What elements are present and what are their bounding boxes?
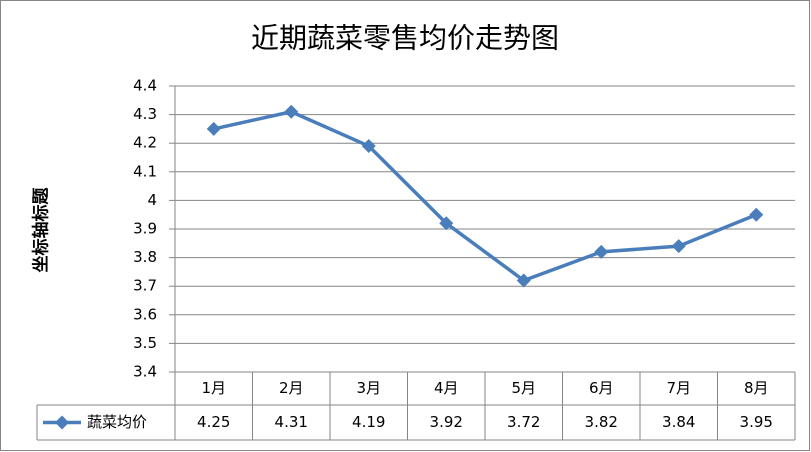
table-value: 3.92: [430, 413, 463, 431]
data-point: [516, 273, 531, 288]
x-tick-label: 7月: [666, 379, 691, 397]
x-tick-label: 5月: [511, 379, 536, 397]
y-tick-label: 3.7: [133, 277, 157, 295]
x-tick-label: 6月: [589, 379, 614, 397]
y-tick-label: 3.5: [133, 334, 157, 352]
x-tick-label: 4月: [434, 379, 459, 397]
data-point: [594, 244, 609, 259]
data-point: [671, 239, 686, 254]
table-value: 4.19: [352, 413, 385, 431]
x-tick-label: 8月: [744, 379, 769, 397]
data-point: [361, 139, 376, 154]
data-point: [749, 207, 764, 222]
table-value: 3.82: [585, 413, 618, 431]
y-tick-label: 3.8: [133, 248, 157, 266]
y-tick-label: 4.3: [133, 105, 157, 123]
data-point: [439, 216, 454, 231]
data-point: [206, 121, 221, 136]
chart-title: 近期蔬菜零售均价走势图: [251, 22, 559, 55]
legend-marker: [55, 415, 69, 430]
y-axis-title: 坐标轴标题: [31, 187, 52, 273]
data-point: [284, 104, 299, 119]
y-tick-label: 4.2: [133, 134, 157, 152]
table-value: 3.72: [507, 413, 540, 431]
series-line: [213, 109, 757, 283]
x-tick-label: 2月: [279, 379, 304, 397]
y-tick-label: 4.1: [133, 162, 157, 180]
table-value: 4.25: [197, 413, 230, 431]
table-value: 4.31: [275, 413, 308, 431]
table-value: 3.84: [662, 413, 695, 431]
y-tick-label: 3.4: [133, 363, 157, 381]
y-tick-label: 4.4: [133, 77, 157, 95]
x-tick-label: 1月: [201, 379, 226, 397]
y-tick-label: 3.9: [133, 220, 157, 238]
y-tick-label: 3.6: [133, 305, 157, 323]
table-value: 3.95: [740, 413, 773, 431]
legend-label: 蔬菜均价: [87, 413, 147, 431]
x-tick-label: 3月: [356, 379, 381, 397]
y-tick-label: 4: [147, 191, 157, 209]
